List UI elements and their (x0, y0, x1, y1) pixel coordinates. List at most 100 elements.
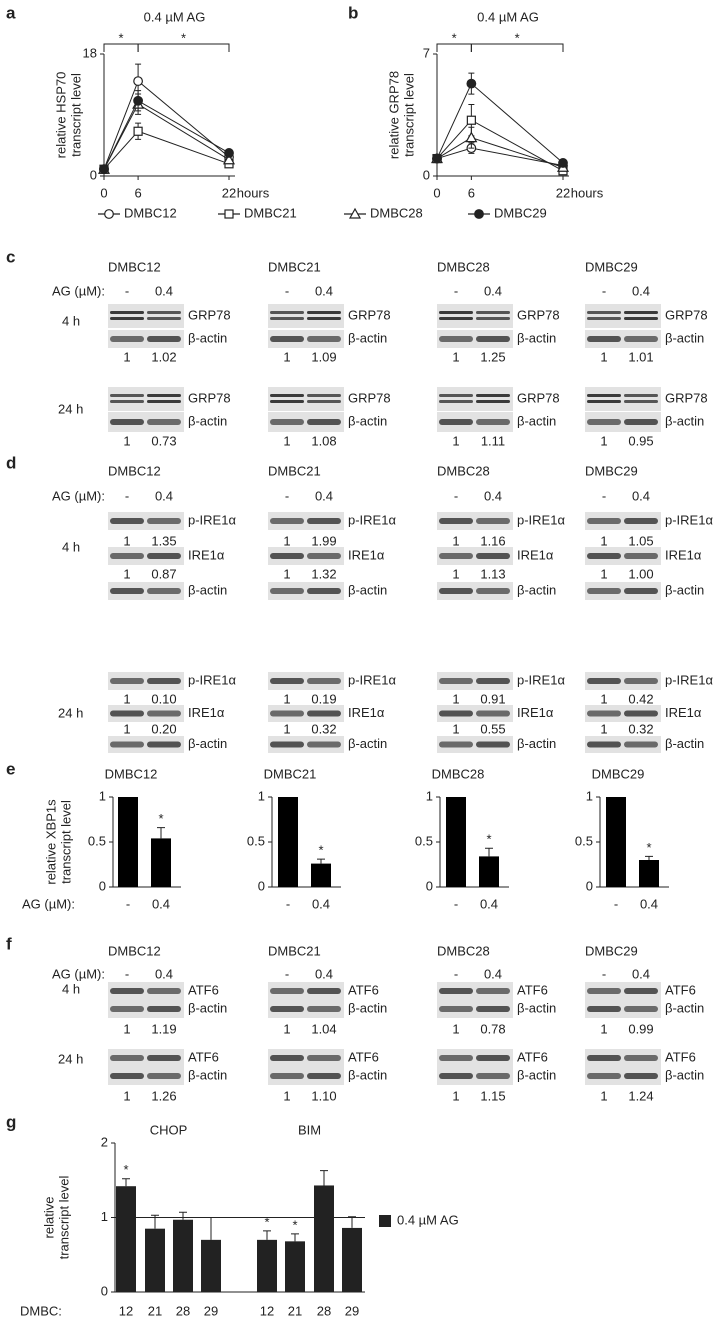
cell-line-label: DMBC21 (268, 463, 321, 478)
protein-label: β-actin (348, 413, 387, 428)
blot-band (110, 988, 144, 994)
blot-band (624, 678, 658, 684)
significance-label: * (515, 30, 520, 45)
x-tick-label: 0.4 (312, 896, 330, 911)
significance-label: * (264, 1214, 269, 1229)
blot-band (624, 311, 658, 314)
legend-marker (224, 209, 234, 219)
bar (285, 1241, 305, 1292)
protein-label: β-actin (517, 413, 556, 428)
y-tick-label: 0.5 (88, 833, 106, 848)
protein-label: GRP78 (517, 390, 560, 405)
cell-line-label: DMBC12 (108, 259, 161, 274)
protein-label: β-actin (348, 1000, 387, 1015)
quantification: 1 (452, 433, 459, 448)
protein-label: ATF6 (348, 1049, 379, 1064)
blot-band (147, 317, 181, 320)
chart-title: 0.4 µM AG (144, 9, 206, 24)
marker (224, 148, 234, 158)
condition-label: 0.4 (484, 966, 502, 981)
error-bar (207, 1217, 215, 1240)
cell-line-label: DMBC29 (585, 943, 638, 958)
protein-label: GRP78 (188, 307, 231, 322)
y-tick-label: 0 (426, 878, 433, 893)
bar (479, 856, 499, 887)
protein-label: GRP78 (665, 390, 708, 405)
protein-label: β-actin (665, 1067, 704, 1082)
blot-band (270, 317, 304, 320)
blot-band (110, 1073, 144, 1079)
panel-letter: a (6, 3, 16, 22)
y-tick-label: 0 (99, 878, 106, 893)
quantification: 1.32 (311, 566, 336, 581)
protein-label: IRE1α (517, 705, 554, 720)
x-tick-label: 12 (260, 1303, 274, 1318)
blot-band (270, 1006, 304, 1012)
bar (257, 1239, 277, 1292)
x-axis-label: hours (237, 185, 270, 200)
blot-band (270, 419, 304, 425)
blot-band (439, 741, 473, 748)
protein-label: IRE1α (348, 547, 385, 562)
blot-band (439, 588, 473, 594)
blot-band (270, 741, 304, 748)
blot-band (624, 588, 658, 594)
quantification: 0.87 (151, 566, 176, 581)
blot-band (307, 710, 341, 717)
blot-band (147, 710, 181, 717)
protein-label: IRE1α (665, 705, 702, 720)
protein-label: p-IRE1α (348, 672, 396, 687)
cell-line-label: DMBC12 (108, 463, 161, 478)
condition-label: 0.4 (484, 488, 502, 503)
quantification: 0.32 (311, 721, 336, 736)
blot-band (439, 419, 473, 425)
series-line (436, 119, 564, 172)
blot-band (110, 394, 144, 397)
timepoint-label: 24 h (58, 705, 83, 720)
condition-label: - (125, 966, 129, 981)
blot-strip (268, 512, 344, 530)
protein-label: β-actin (188, 413, 227, 428)
blot-band (307, 311, 341, 314)
protein-label: β-actin (665, 330, 704, 345)
quantification: 1 (452, 721, 459, 736)
quantification: 1 (600, 691, 607, 706)
protein-label: β-actin (348, 330, 387, 345)
quantification: 1 (452, 566, 459, 581)
blot-band (110, 317, 144, 320)
quantification: 1.11 (481, 433, 505, 448)
quantification: 1.26 (151, 1088, 176, 1103)
protein-label: β-actin (517, 736, 556, 751)
bar (151, 838, 171, 887)
quantification: 1.04 (311, 1021, 336, 1036)
blot-band (307, 419, 341, 425)
condition-label: - (285, 966, 289, 981)
blot-band (624, 317, 658, 320)
x-tick-label: 6 (468, 185, 475, 200)
blot-band (624, 988, 658, 994)
blot-strip (437, 982, 513, 1000)
quantification: 1 (600, 433, 607, 448)
blot-band (439, 317, 473, 320)
blot-band (439, 553, 473, 559)
quantification: 1 (123, 1021, 130, 1036)
blot-band (476, 1006, 510, 1012)
protein-label: β-actin (517, 1000, 556, 1015)
blot-band (147, 518, 181, 524)
error-bar (179, 1211, 187, 1220)
blot-strip (585, 304, 661, 328)
quantification: 0.10 (151, 691, 176, 706)
quantification: 1.10 (311, 1088, 336, 1103)
protein-label: β-actin (188, 330, 227, 345)
protein-label: IRE1α (188, 705, 225, 720)
y-tick-label: 18 (83, 45, 97, 60)
quantification: 0.19 (311, 691, 336, 706)
protein-label: GRP78 (517, 307, 560, 322)
condition-label: - (125, 283, 129, 298)
protein-label: ATF6 (188, 982, 219, 997)
significance-label: * (452, 30, 457, 45)
quantification: 1 (452, 533, 459, 548)
blot-band (587, 741, 621, 748)
y-axis-label: relative XBP1s (43, 799, 58, 885)
bar (145, 1228, 165, 1292)
